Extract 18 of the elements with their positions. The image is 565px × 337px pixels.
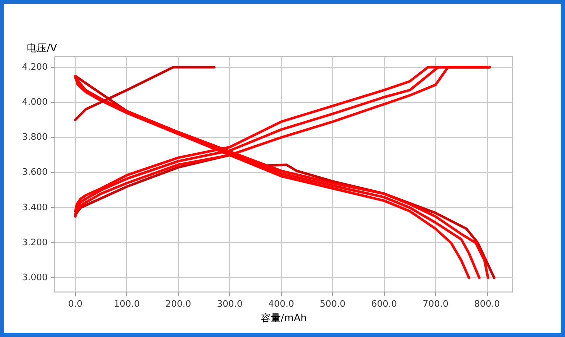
x-tick-label: 800.0 — [474, 300, 500, 310]
y-tick-label: 3.000 — [22, 274, 48, 284]
x-axis-title: 容量/mAh — [260, 312, 308, 325]
x-tick-label: 700.0 — [422, 300, 449, 310]
y-tick-label: 3.200 — [22, 238, 48, 248]
y-tick-label: 4.000 — [22, 98, 48, 108]
x-tick-label: 400.0 — [268, 300, 295, 310]
y-tick-label: 4.200 — [22, 62, 48, 73]
x-tick-label: 500.0 — [320, 300, 346, 310]
x-tick-label: 300.0 — [217, 300, 244, 310]
y-axis-title: 电压/V — [27, 42, 58, 55]
y-tick-label: 3.600 — [22, 168, 48, 178]
x-tick-label: 100.0 — [114, 300, 140, 310]
x-tick-label: 200.0 — [166, 300, 192, 310]
x-tick-label: 0.0 — [68, 300, 84, 310]
x-tick-label: 600.0 — [371, 300, 398, 310]
y-tick-label: 3.800 — [22, 133, 48, 144]
y-tick-label: 3.400 — [22, 203, 48, 214]
